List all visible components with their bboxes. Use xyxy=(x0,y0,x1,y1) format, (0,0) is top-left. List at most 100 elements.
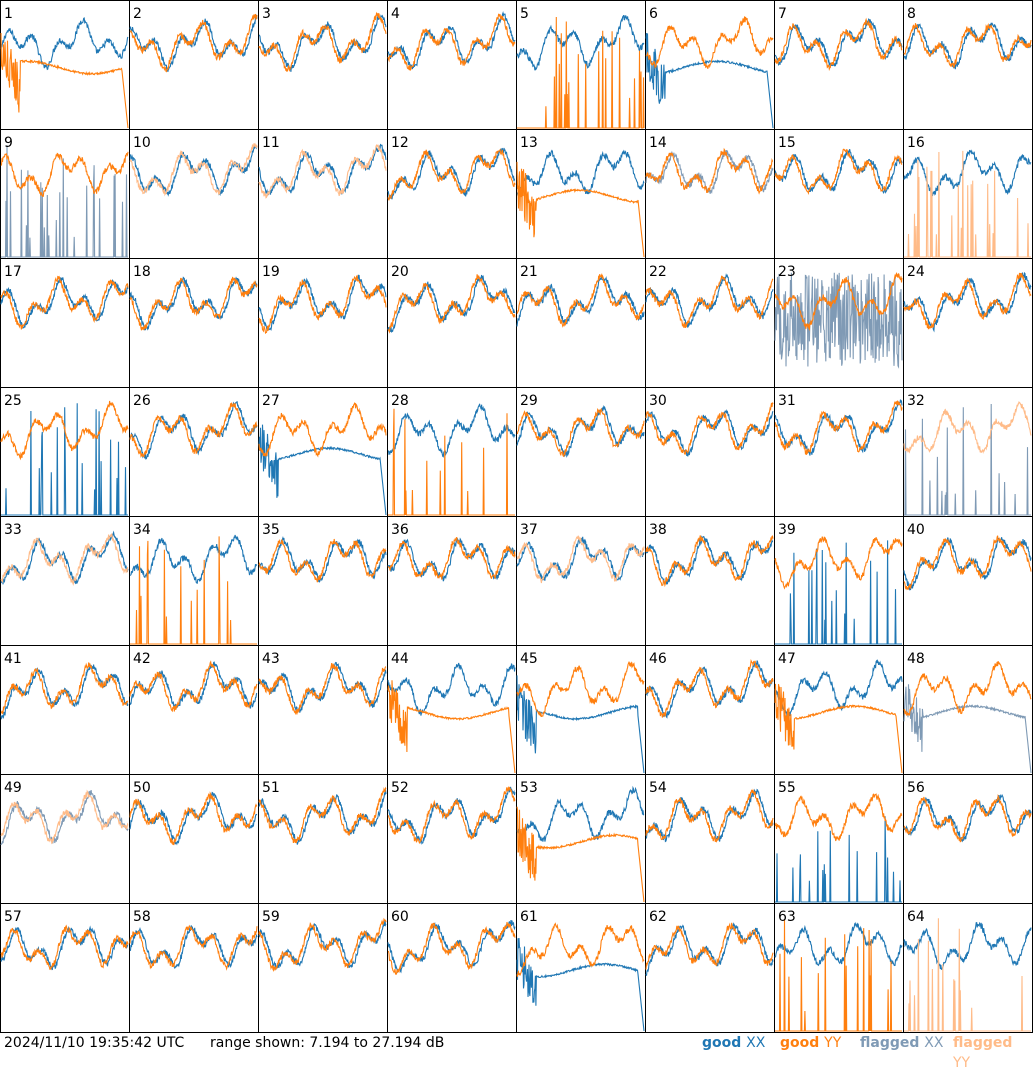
series-line-xx xyxy=(0,925,129,971)
series-line-yy xyxy=(774,793,903,842)
tile-29: 29 xyxy=(516,387,646,517)
tile-12: 12 xyxy=(387,129,517,259)
series-line-yy xyxy=(903,401,1032,454)
tile-frame xyxy=(258,774,388,904)
tile-frame xyxy=(903,774,1033,904)
legend-flagged-yy-symbol: YY xyxy=(953,1055,971,1071)
series-line-yy xyxy=(387,536,516,580)
tile-56: 56 xyxy=(903,774,1033,904)
series-line-yy xyxy=(904,918,1031,1032)
tile-label: 14 xyxy=(649,135,667,151)
tile-9: 9 xyxy=(0,129,130,259)
series-line-xx xyxy=(645,33,774,129)
tile-40: 40 xyxy=(903,516,1033,646)
tile-label: 23 xyxy=(778,264,796,280)
tile-label: 2 xyxy=(133,6,142,22)
series-line-xx xyxy=(129,534,258,584)
tile-label: 5 xyxy=(520,6,529,22)
tile-label: 40 xyxy=(907,522,925,538)
tile-label: 21 xyxy=(520,264,538,280)
tile-label: 12 xyxy=(391,135,409,151)
tile-frame xyxy=(774,516,904,646)
tile-6: 6 xyxy=(645,0,775,130)
series-line-yy xyxy=(258,917,387,973)
tile-label: 34 xyxy=(133,522,151,538)
series-line-xx xyxy=(775,540,902,645)
tile-64: 64 xyxy=(903,903,1033,1033)
tile-label: 50 xyxy=(133,780,151,796)
tile-frame xyxy=(0,129,130,259)
tile-label: 39 xyxy=(778,522,796,538)
series-line-yy xyxy=(129,13,258,73)
tile-frame xyxy=(0,903,130,1033)
series-line-yy xyxy=(130,536,257,645)
tile-label: 63 xyxy=(778,909,796,925)
series-line-yy xyxy=(0,924,129,971)
tile-label: 52 xyxy=(391,780,409,796)
tile-55: 55 xyxy=(774,774,904,904)
tile-20: 20 xyxy=(387,258,517,388)
tile-frame xyxy=(129,129,259,259)
tile-label: 62 xyxy=(649,909,667,925)
tile-frame xyxy=(387,129,517,259)
tile-label: 55 xyxy=(778,780,796,796)
tile-frame xyxy=(387,258,517,388)
tile-22: 22 xyxy=(645,258,775,388)
tile-2: 2 xyxy=(129,0,259,130)
series-line-yy xyxy=(129,142,258,197)
tile-54: 54 xyxy=(645,774,775,904)
series-line-xx xyxy=(516,937,645,1032)
timestamp: 2024/11/10 19:35:42 UTC xyxy=(4,1035,185,1051)
tile-36: 36 xyxy=(387,516,517,646)
tile-label: 46 xyxy=(649,651,667,667)
tile-frame xyxy=(774,903,904,1033)
tile-label: 37 xyxy=(520,522,538,538)
series-line-yy xyxy=(774,536,903,590)
series-line-yy xyxy=(129,791,258,846)
tile-frame xyxy=(774,0,904,130)
tile-frame xyxy=(0,774,130,904)
tile-57: 57 xyxy=(0,903,130,1033)
series-line-yy xyxy=(258,663,387,716)
series-line-xx xyxy=(903,149,1032,197)
series-line-xx xyxy=(774,18,903,67)
series-line-xx xyxy=(903,921,1032,971)
tile-label: 38 xyxy=(649,522,667,538)
tile-62: 62 xyxy=(645,903,775,1033)
series-line-yy xyxy=(645,402,774,455)
series-line-yy xyxy=(0,400,129,461)
tile-label: 15 xyxy=(778,135,796,151)
tile-52: 52 xyxy=(387,774,517,904)
series-line-yy xyxy=(129,402,258,458)
series-line-xx xyxy=(774,921,903,967)
tile-frame xyxy=(258,645,388,775)
tile-10: 10 xyxy=(129,129,259,259)
tile-label: 42 xyxy=(133,651,151,667)
series-line-yy xyxy=(645,275,774,328)
tile-frame xyxy=(903,645,1033,775)
series-line-yy xyxy=(258,786,387,844)
series-line-xx xyxy=(903,684,1032,774)
tile-frame xyxy=(129,645,259,775)
tile-label: 45 xyxy=(520,651,538,667)
legend-good-yy: good YY xyxy=(780,1033,841,1053)
series-line-yy xyxy=(774,400,903,456)
tile-label: 61 xyxy=(520,909,538,925)
series-line-xx xyxy=(904,403,1031,516)
series-line-xx xyxy=(258,535,387,584)
tile-43: 43 xyxy=(258,645,388,775)
series-line-xx xyxy=(645,660,774,719)
series-line-yy xyxy=(516,407,645,458)
legend-good-xx-word: good xyxy=(702,1035,742,1051)
series-line-yy xyxy=(387,274,516,334)
tile-label: 28 xyxy=(391,393,409,409)
series-line-yy xyxy=(903,661,1032,716)
series-line-xx xyxy=(775,816,902,903)
tile-label: 59 xyxy=(262,909,280,925)
series-line-yy xyxy=(645,147,774,195)
tile-frame xyxy=(387,903,517,1033)
tile-3: 3 xyxy=(258,0,388,130)
series-line-xx xyxy=(387,537,516,582)
tile-label: 35 xyxy=(262,522,280,538)
tile-frame xyxy=(258,129,388,259)
